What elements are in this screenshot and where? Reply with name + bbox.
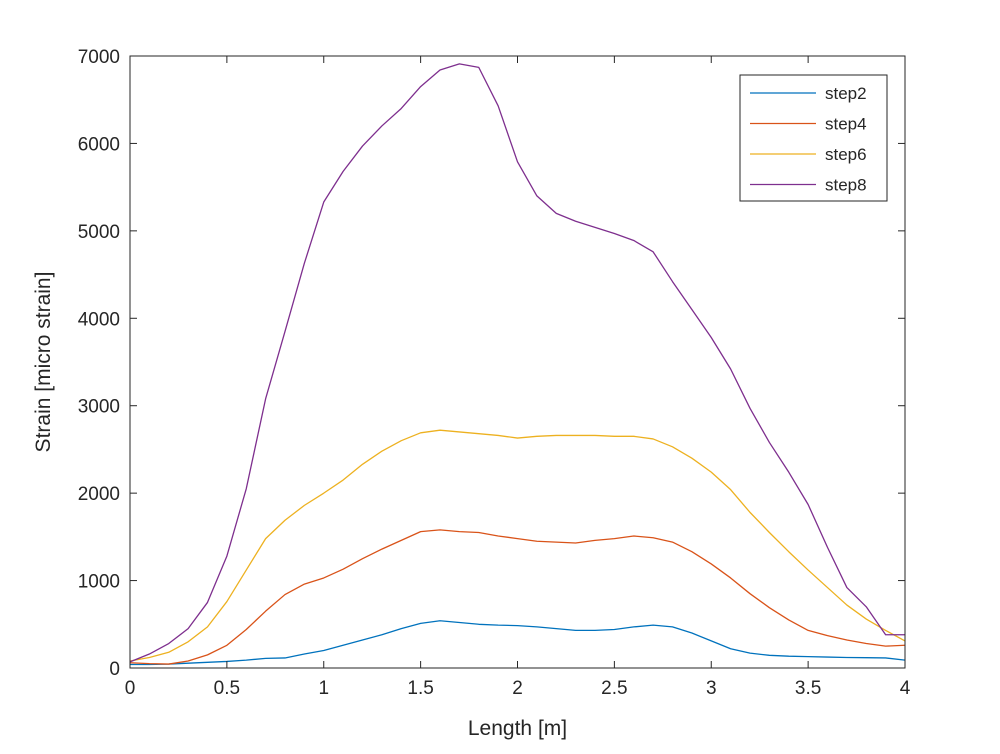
legend-label-step4: step4 xyxy=(825,115,867,134)
y-tick-label: 7000 xyxy=(78,47,120,68)
y-tick-label: 0 xyxy=(109,659,120,680)
x-tick-label: 0.5 xyxy=(214,678,240,699)
x-tick-label: 0 xyxy=(125,678,136,699)
x-tick-label: 3.5 xyxy=(795,678,821,699)
x-tick-label: 2 xyxy=(512,678,523,699)
legend-box xyxy=(739,74,888,202)
y-tick-label: 5000 xyxy=(78,222,120,243)
series-line-step4 xyxy=(129,529,906,665)
series-line-step2 xyxy=(130,620,906,666)
y-axis-title: Strain [micro strain] xyxy=(32,272,55,453)
series-line-step6 xyxy=(129,429,906,662)
y-tick-label: 4000 xyxy=(78,309,120,330)
ticks-layer: 0 0.5 1 1.5 2 2.5 3 3.5 4 0 1000 2000 3000 4000 5000 60… xyxy=(78,47,911,699)
x-tick-label: 1 xyxy=(318,678,329,699)
legend: step2 step4 step6 step8 xyxy=(739,74,888,202)
x-tick-label: 4 xyxy=(900,678,911,699)
legend-label-step2: step2 xyxy=(825,84,867,103)
y-tick-label: 1000 xyxy=(78,572,120,593)
series-layer xyxy=(129,63,906,666)
legend-label-step6: step6 xyxy=(825,145,867,164)
legend-label-step8: step8 xyxy=(825,176,867,195)
series-line-step8 xyxy=(129,63,905,663)
x-tick-label: 2.5 xyxy=(601,678,627,699)
y-tick-label: 6000 xyxy=(78,134,120,155)
y-tick-label: 2000 xyxy=(78,484,120,505)
x-axis-title: Length [m] xyxy=(468,717,567,740)
y-tick-label: 3000 xyxy=(78,397,120,418)
x-tick-label: 1.5 xyxy=(407,678,433,699)
x-tick-label: 3 xyxy=(706,678,717,699)
